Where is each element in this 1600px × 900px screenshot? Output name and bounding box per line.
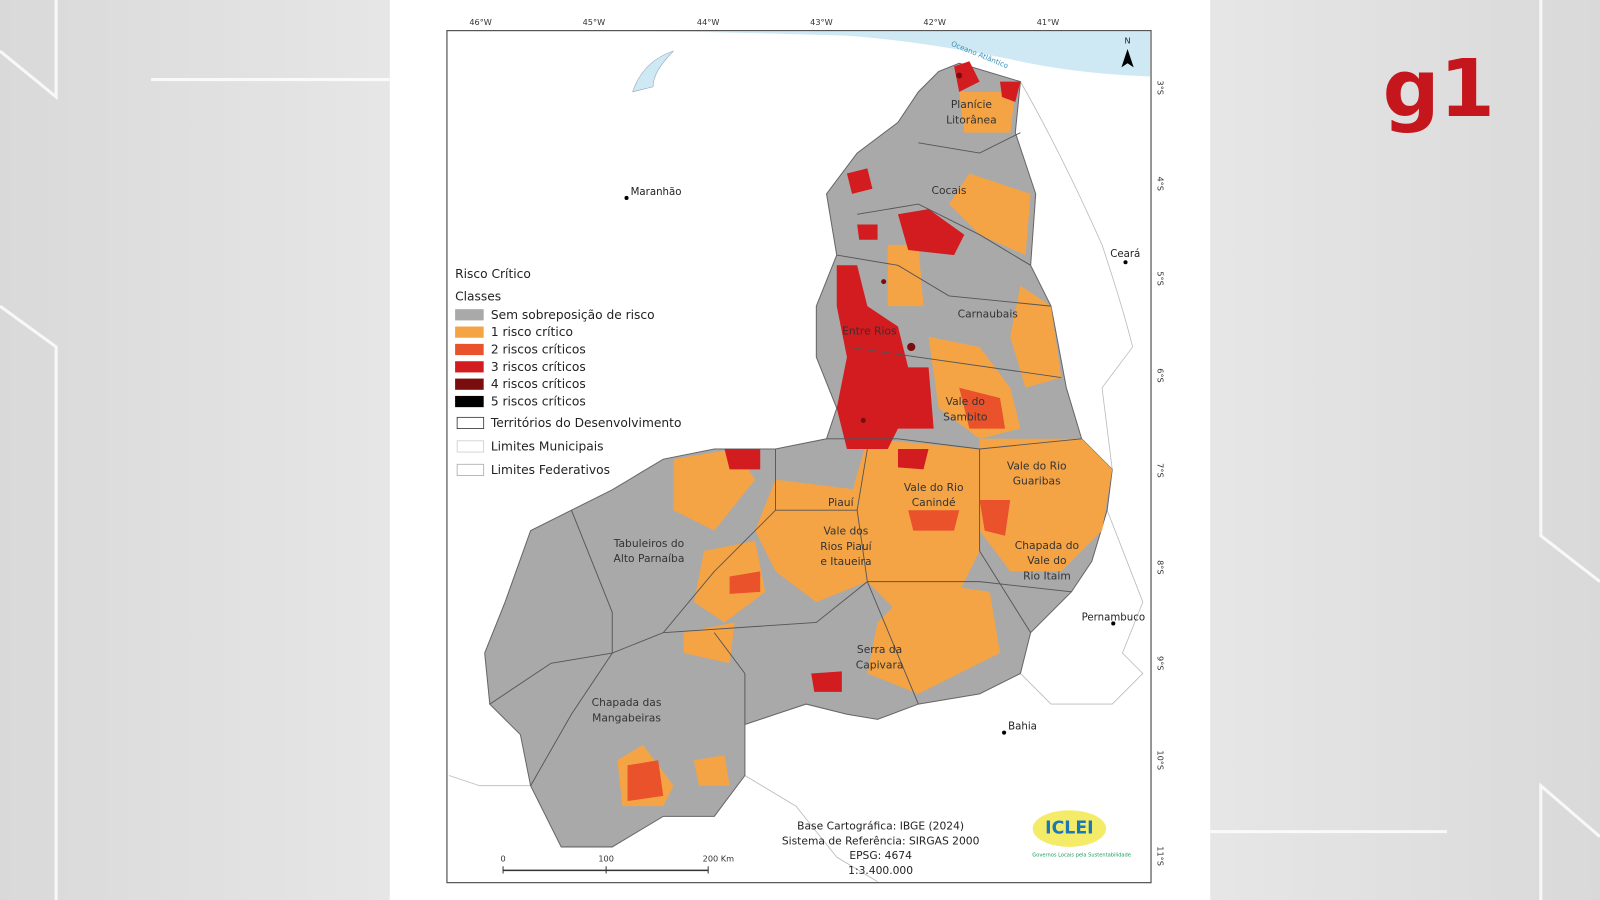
- north-arrow: [1121, 48, 1134, 68]
- legend-swatch: [455, 309, 484, 321]
- latitude-label: 11°S: [1156, 846, 1166, 866]
- latitude-label: 6°S: [1156, 368, 1166, 382]
- legend-title: Risco Crítico: [455, 267, 531, 281]
- longitude-label: 42°W: [923, 17, 946, 27]
- legend-line-label: Limites Municipais: [491, 439, 604, 453]
- territory-label: Entre Rios: [842, 325, 897, 338]
- territory-borders: [489, 132, 1082, 786]
- territory-label: Vale do Rio: [904, 481, 964, 494]
- longitude-label: 43°W: [810, 17, 833, 27]
- territory-label: Vale do: [1027, 554, 1066, 567]
- territory-label: Tabuleiros do: [613, 537, 684, 550]
- state-label: Bahia: [1008, 722, 1037, 733]
- state-marker: [1111, 621, 1116, 626]
- state-label: Maranhão: [631, 187, 682, 198]
- territory-label: e Itaueira: [820, 555, 871, 568]
- legend-line-keys: [456, 416, 485, 476]
- territory-label: Capivara: [856, 658, 904, 671]
- longitude-label: 46°W: [469, 17, 492, 27]
- scale-label: 0: [500, 854, 505, 864]
- risk-2-areas: [627, 387, 1011, 802]
- state-borders: [448, 81, 1144, 882]
- territory-label: Rio Itaim: [1023, 570, 1071, 583]
- territory-label: Piauí: [828, 496, 855, 509]
- ocean: [447, 31, 1150, 77]
- legend-line-label: Territórios do Desenvolvimento: [490, 416, 682, 430]
- risk-3-areas: [724, 61, 1021, 692]
- legend-label: 2 riscos críticos: [491, 343, 586, 357]
- legend-swatch: [455, 343, 484, 356]
- longitude-label: 44°W: [697, 17, 720, 27]
- bay: [632, 50, 674, 93]
- latitude-label: 5°S: [1156, 271, 1166, 285]
- state-marker: [624, 195, 629, 200]
- longitude-label: 45°W: [583, 17, 606, 27]
- legend-swatch: [455, 361, 484, 373]
- territory-label: Cocais: [931, 184, 966, 197]
- latitude-label: 10°S: [1156, 750, 1166, 770]
- legend-subtitle: Classes: [455, 289, 501, 303]
- credit-line: 1:3.400.000: [848, 864, 913, 877]
- territory-label: Guaribas: [1013, 475, 1061, 488]
- state-label: Ceará: [1110, 248, 1140, 260]
- legend-label: 1 risco crítico: [491, 325, 573, 339]
- state-marker: [1123, 260, 1128, 265]
- territory-label: Rios Piauí: [820, 540, 872, 553]
- iclei-tagline: Governos Locais pela Sustentabilidade: [1032, 853, 1131, 859]
- territory-label: Planície: [951, 98, 993, 111]
- territory-label: Mangabeiras: [592, 711, 661, 724]
- state-label: Pernambuco: [1082, 612, 1145, 623]
- scale-ticks: [502, 866, 709, 874]
- legend-swatch: [455, 378, 484, 390]
- territory-label: Canindé: [912, 496, 956, 509]
- legend-label: 5 riscos críticos: [491, 395, 586, 409]
- latitude-label: 4°S: [1156, 176, 1166, 190]
- longitude-label: 41°W: [1037, 17, 1060, 27]
- credit-line: EPSG: 4674: [849, 849, 912, 862]
- legend-label: Sem sobreposição de risco: [491, 308, 655, 322]
- north-label: N: [1124, 35, 1130, 45]
- scale-label: 200 Km: [703, 854, 735, 864]
- iclei-logo-bg: [1032, 810, 1107, 847]
- credit-line: Base Cartográfica: IBGE (2024): [797, 820, 964, 833]
- state-marker: [1002, 730, 1007, 735]
- territory-label: Serra da: [857, 643, 902, 656]
- map: N Oceano Atlântico Risco Crítico Classes…: [446, 17, 1166, 884]
- risk-4-areas: [860, 72, 963, 423]
- latitude-label: 9°S: [1156, 656, 1166, 670]
- territory-label: Vale dos: [823, 525, 868, 538]
- g1-logo: g1: [1383, 42, 1495, 135]
- territory-label: Vale do: [946, 395, 985, 408]
- territory-label: Alto Parnaíba: [614, 552, 685, 565]
- legend-line-label: Limites Federativos: [491, 463, 610, 477]
- territory-label: Sambito: [943, 410, 987, 423]
- legend-swatch: [455, 395, 484, 408]
- latitude-label: 7°S: [1156, 463, 1166, 477]
- territory-label: Chapada do: [1015, 539, 1079, 552]
- territory-label: Carnaubais: [958, 307, 1019, 320]
- legend-label: 4 riscos críticos: [491, 377, 586, 391]
- iclei-logo: ICLEI: [1045, 819, 1094, 839]
- territory-label: Chapada das: [592, 696, 662, 709]
- credit-line: Sistema de Referência: SIRGAS 2000: [782, 834, 980, 847]
- scale-label: 100: [598, 854, 614, 864]
- latitude-label: 3°S: [1156, 81, 1166, 95]
- legend-label: 3 riscos críticos: [491, 360, 586, 374]
- territory-label: Vale do Rio: [1007, 459, 1067, 472]
- legend-swatch: [455, 326, 484, 338]
- territory-label: Litorânea: [946, 113, 997, 126]
- latitude-label: 8°S: [1156, 560, 1166, 574]
